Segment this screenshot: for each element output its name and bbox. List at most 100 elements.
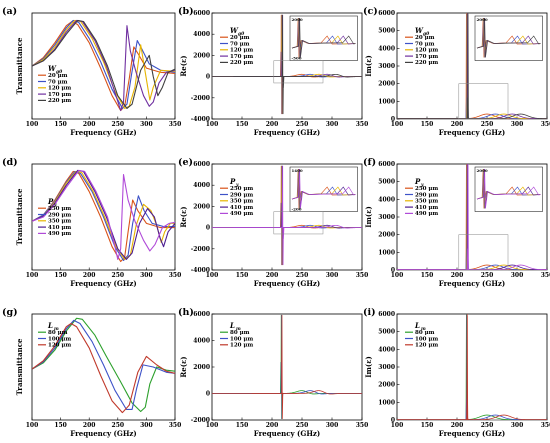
panel-label: (c) bbox=[363, 6, 378, 17]
y-tick-label: 3000 bbox=[378, 364, 395, 371]
legend-title-subscript: m bbox=[54, 327, 59, 332]
legend-entry: 120 μm bbox=[415, 48, 438, 54]
legend-entry: 350 μm bbox=[415, 199, 438, 205]
legend-entry: 120 μm bbox=[230, 48, 253, 54]
series-line bbox=[397, 13, 547, 119]
x-tick-label: 300 bbox=[140, 422, 153, 429]
y-tick-label: 2000 bbox=[378, 382, 395, 389]
x-axis-label: Frequency (GHz) bbox=[70, 128, 136, 137]
series-line bbox=[32, 19, 175, 112]
zoom-box bbox=[273, 211, 324, 235]
inset-series-line bbox=[476, 17, 541, 58]
y-axis-label: Im(ε) bbox=[364, 206, 373, 228]
y-tick-label: 4000 bbox=[193, 338, 210, 345]
x-tick-label: 350 bbox=[541, 272, 550, 279]
x-tick-label: 350 bbox=[356, 272, 369, 279]
x-axis-label: Frequency (GHz) bbox=[439, 279, 505, 288]
series-group bbox=[32, 19, 175, 112]
y-tick-label: 1000 bbox=[378, 399, 395, 406]
legend-entry: 290 μm bbox=[230, 192, 253, 198]
x-tick-label: 250 bbox=[296, 422, 309, 429]
x-tick-label: 350 bbox=[169, 272, 182, 279]
panel-label: (i) bbox=[363, 307, 376, 318]
x-tick-label: 250 bbox=[296, 272, 309, 279]
legend-entry: 20 μm bbox=[230, 35, 250, 41]
y-tick-label: -2000 bbox=[191, 417, 210, 424]
legend-entry: 120 μm bbox=[415, 343, 438, 349]
legend-title-subscript: g0 bbox=[238, 31, 245, 37]
legend-entry: 350 μm bbox=[230, 199, 253, 205]
panel-label: (f) bbox=[363, 157, 376, 168]
y-tick-label: 3000 bbox=[378, 63, 395, 70]
x-tick-label: 300 bbox=[326, 422, 339, 429]
x-tick-label: 300 bbox=[140, 272, 153, 279]
x-tick-label: 200 bbox=[451, 272, 464, 279]
y-tick-label: 4000 bbox=[378, 196, 395, 203]
y-tick-label: 2000 bbox=[193, 52, 210, 59]
y-tick-label: 6000 bbox=[193, 161, 210, 168]
x-tick-label: 100 bbox=[206, 422, 219, 429]
panel-label: (g) bbox=[2, 307, 18, 318]
legend-entry: 410 μm bbox=[230, 205, 253, 211]
x-tick-label: 350 bbox=[169, 121, 182, 128]
panel-label: (h) bbox=[178, 307, 194, 318]
series-group bbox=[32, 317, 175, 414]
legend-entry: 100 μm bbox=[230, 336, 253, 342]
x-tick-label: 200 bbox=[83, 121, 96, 128]
legend-entry: 100 μm bbox=[415, 336, 438, 342]
y-tick-label: 2000 bbox=[378, 232, 395, 239]
series-group bbox=[212, 165, 362, 266]
x-tick-label: 100 bbox=[26, 422, 39, 429]
x-tick-label: 100 bbox=[206, 272, 219, 279]
legend-title: P bbox=[229, 177, 236, 186]
x-tick-label: 100 bbox=[26, 121, 39, 128]
x-tick-label: 300 bbox=[511, 422, 524, 429]
series-line bbox=[32, 169, 175, 260]
x-tick-label: 300 bbox=[511, 121, 524, 128]
x-axis-label: Frequency (GHz) bbox=[439, 128, 505, 137]
series-line bbox=[397, 164, 547, 270]
series-line bbox=[32, 19, 175, 109]
inset-tick-label: 2000 bbox=[477, 168, 488, 173]
x-tick-label: 250 bbox=[481, 422, 494, 429]
series-group bbox=[397, 13, 547, 119]
legend-entry: 120 μm bbox=[48, 86, 71, 92]
x-tick-label: 250 bbox=[481, 121, 494, 128]
legend-entry: 350 μm bbox=[48, 219, 71, 225]
legend-entry: 120 μm bbox=[48, 343, 71, 349]
legend-entry: 120 μm bbox=[230, 343, 253, 349]
inset-series-line bbox=[291, 168, 356, 209]
y-axis-label: Transmittance bbox=[15, 188, 24, 245]
x-tick-label: 350 bbox=[356, 422, 369, 429]
y-tick-label: 2000 bbox=[193, 364, 210, 371]
y-tick-label: 6000 bbox=[193, 311, 210, 318]
y-tick-label: 6000 bbox=[378, 311, 395, 318]
chart-panel-d: (d) 100 150 200 250 300 350 Frequency (GHz) Tran… bbox=[2, 157, 181, 288]
x-tick-label: 150 bbox=[54, 121, 67, 128]
chart-panel-g: (g) 100 150 200 250 300 350 Frequency (GHz) Tran… bbox=[2, 307, 181, 438]
y-tick-label: 2000 bbox=[193, 203, 210, 210]
legend-title-subscript: y bbox=[235, 183, 239, 188]
x-tick-label: 150 bbox=[421, 272, 434, 279]
chart-panel-f: (f) 100 150 200 250 300 350 0 1000 2000 3000 4000 50… bbox=[363, 157, 550, 288]
y-tick-label: 4000 bbox=[378, 45, 395, 52]
legend-title: L bbox=[47, 321, 53, 330]
y-tick-label: 1000 bbox=[378, 249, 395, 256]
legend-entry: 70 μm bbox=[230, 41, 250, 47]
inset-series-line bbox=[476, 168, 541, 209]
y-tick-label: 0 bbox=[391, 116, 395, 123]
y-tick-label: 4000 bbox=[193, 182, 210, 189]
legend-entry: 490 μm bbox=[48, 231, 71, 237]
series-line bbox=[212, 14, 362, 115]
zoom-box bbox=[458, 83, 509, 120]
y-tick-label: 5000 bbox=[378, 179, 395, 186]
legend-title: L bbox=[229, 321, 235, 330]
plot-frame bbox=[211, 12, 363, 120]
legend-title-subscript: m bbox=[421, 327, 426, 332]
x-tick-label: 150 bbox=[236, 121, 249, 128]
chart-panel-c: (c) 100 150 200 250 300 350 0 1000 2000 3000 4000 50… bbox=[363, 6, 550, 137]
series-group bbox=[32, 169, 175, 263]
y-tick-label: -4000 bbox=[191, 116, 210, 123]
legend-title: W bbox=[230, 26, 239, 35]
series-line bbox=[32, 20, 175, 112]
